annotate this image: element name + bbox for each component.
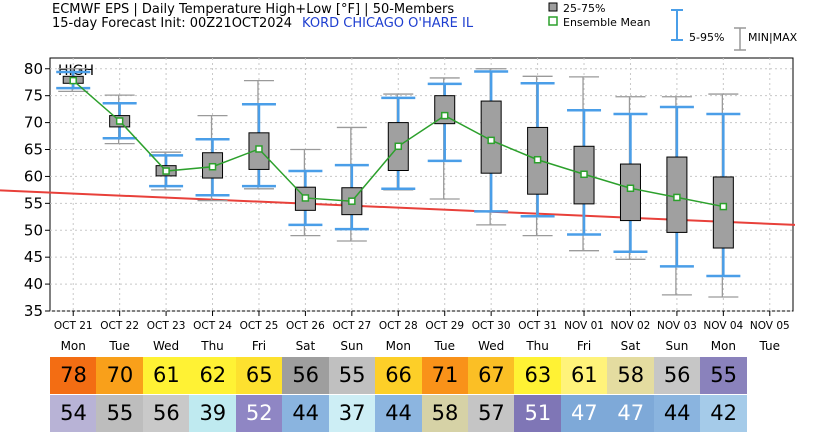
chart-subtitle: 15-day Forecast Init: 00Z21OCT2024 KORD C… (52, 17, 473, 31)
low-temp-cell: 44 (653, 395, 701, 432)
x-tick-label: OCT 21 (54, 320, 93, 332)
ensemble-mean-point (533, 155, 542, 164)
low-temp-cell: 58 (421, 395, 469, 432)
y-tick-label: 55 (24, 194, 43, 212)
day-label: Sat (295, 339, 316, 353)
day-label: Sun (340, 339, 364, 353)
high-temp-cell: 70 (96, 357, 144, 394)
day-label: Thu (526, 339, 549, 353)
y-tick-label: 35 (24, 302, 43, 320)
day-label: Tue (434, 339, 455, 353)
day-label: Mon (60, 339, 86, 353)
x-tick-label: OCT 30 (472, 320, 511, 332)
x-tick-label: OCT 24 (193, 320, 232, 332)
ensemble-mean-point (115, 117, 124, 125)
x-tick-label: OCT 22 (100, 320, 139, 332)
high-temp-cell: 56 (653, 357, 701, 394)
high-temp-cell: 58 (607, 357, 655, 394)
ensemble-mean-point (673, 193, 681, 202)
low-temp-cell: 42 (700, 395, 748, 432)
day-label: Fri (251, 339, 267, 353)
y-tick-label: 40 (24, 275, 43, 293)
high-temp-cell: 71 (421, 357, 469, 394)
high-temp-cell: 66 (375, 357, 423, 394)
iqr-box (712, 176, 734, 249)
low-temp-cell (746, 395, 794, 432)
day-label: Tue (759, 339, 781, 353)
chart-header: ECMWF EPS | Daily Temperature High+Low [… (52, 3, 473, 31)
high-temp-cell: 62 (189, 357, 237, 394)
x-tick-label: OCT 31 (518, 320, 557, 332)
y-tick-label: 45 (24, 248, 43, 266)
day-label: Mon (710, 339, 736, 353)
ensemble-mean-point (301, 194, 310, 202)
day-label: Wed (478, 339, 505, 353)
ensemble-mean-point (255, 145, 263, 153)
ensemble-mean-point (348, 197, 356, 205)
box-plot-chart: 35 40 45 50 55 60 65 70 75 80 OCT 21 OCT 22 OCT 23 OC… (0, 57, 796, 332)
ensemble-mean-point (394, 142, 403, 151)
forecast-init: 15-day Forecast Init: 00Z21OCT2024 (52, 16, 293, 31)
low-temp-cell: 54 (50, 395, 97, 432)
low-temp-cell: 47 (607, 395, 655, 432)
low-temp-cell: 44 (282, 395, 330, 432)
ensemble-mean-point (626, 184, 635, 193)
x-tick-label: NOV 05 (750, 320, 790, 332)
x-tick-label: NOV 01 (564, 320, 604, 332)
iqr-box (619, 163, 641, 222)
y-tick-label: 65 (24, 141, 43, 159)
day-label: Fri (576, 339, 592, 353)
low-temp-cell: 52 (235, 395, 283, 432)
chart-title: ECMWF EPS | Daily Temperature High+Low [… (52, 2, 455, 17)
x-tick-label: OCT 28 (379, 320, 418, 332)
ensemble-mean-point (719, 202, 728, 211)
ensemble-mean-point (208, 162, 217, 171)
ensemble-mean-point (69, 76, 77, 85)
x-tick-label: NOV 02 (611, 320, 651, 332)
normal-trend-line (0, 189, 796, 226)
low-temp-cell: 39 (189, 395, 237, 432)
day-label: Wed (153, 339, 180, 353)
low-temp-cell: 51 (514, 395, 562, 432)
high-temp-cell: 65 (235, 357, 283, 394)
high-temp-cell: 63 (514, 357, 562, 394)
low-temp-cell: 37 (328, 395, 376, 432)
high-temp-cell: 61 (142, 357, 190, 394)
day-label: Sun (665, 339, 689, 353)
station-name: KORD CHICAGO O'HARE IL (302, 16, 474, 31)
day-label: Sat (620, 339, 641, 353)
high-temp-cell: 61 (560, 357, 608, 394)
x-tick-label: NOV 04 (703, 320, 743, 332)
x-tick-label: OCT 27 (332, 320, 371, 332)
x-tick-label: OCT 23 (147, 320, 186, 332)
y-tick-label: 50 (24, 221, 43, 239)
low-temp-cell: 57 (467, 395, 515, 432)
y-tick-label: 60 (24, 167, 43, 185)
low-temp-cell: 44 (375, 395, 423, 432)
high-temp-cell: 55 (700, 357, 748, 394)
ensemble-mean-point (162, 167, 170, 175)
ensemble-mean-point (487, 136, 495, 145)
x-tick-label: NOV 03 (657, 320, 697, 332)
x-tick-label: OCT 26 (286, 320, 325, 332)
y-tick-label: 75 (24, 87, 43, 105)
high-temp-cell: 67 (467, 357, 515, 394)
ensemble-mean-point (580, 170, 588, 179)
y-tick-label: 80 (24, 60, 43, 78)
y-tick-label: 70 (24, 114, 43, 132)
day-label: Tue (109, 339, 130, 353)
low-temp-cell: 56 (142, 395, 190, 432)
x-tick-label: OCT 29 (425, 320, 464, 332)
iqr-box (434, 95, 456, 125)
day-label: Thu (201, 339, 224, 353)
high-temp-cell: 56 (282, 357, 330, 394)
ensemble-mean-point (440, 111, 449, 120)
low-temp-cell: 55 (96, 395, 144, 432)
high-temp-cell: 78 (50, 357, 97, 394)
high-temp-cell (746, 357, 794, 394)
day-label: Mon (385, 339, 411, 353)
low-temp-cell: 47 (560, 395, 608, 432)
high-temp-cell: 55 (328, 357, 376, 394)
x-tick-label: OCT 25 (240, 320, 279, 332)
